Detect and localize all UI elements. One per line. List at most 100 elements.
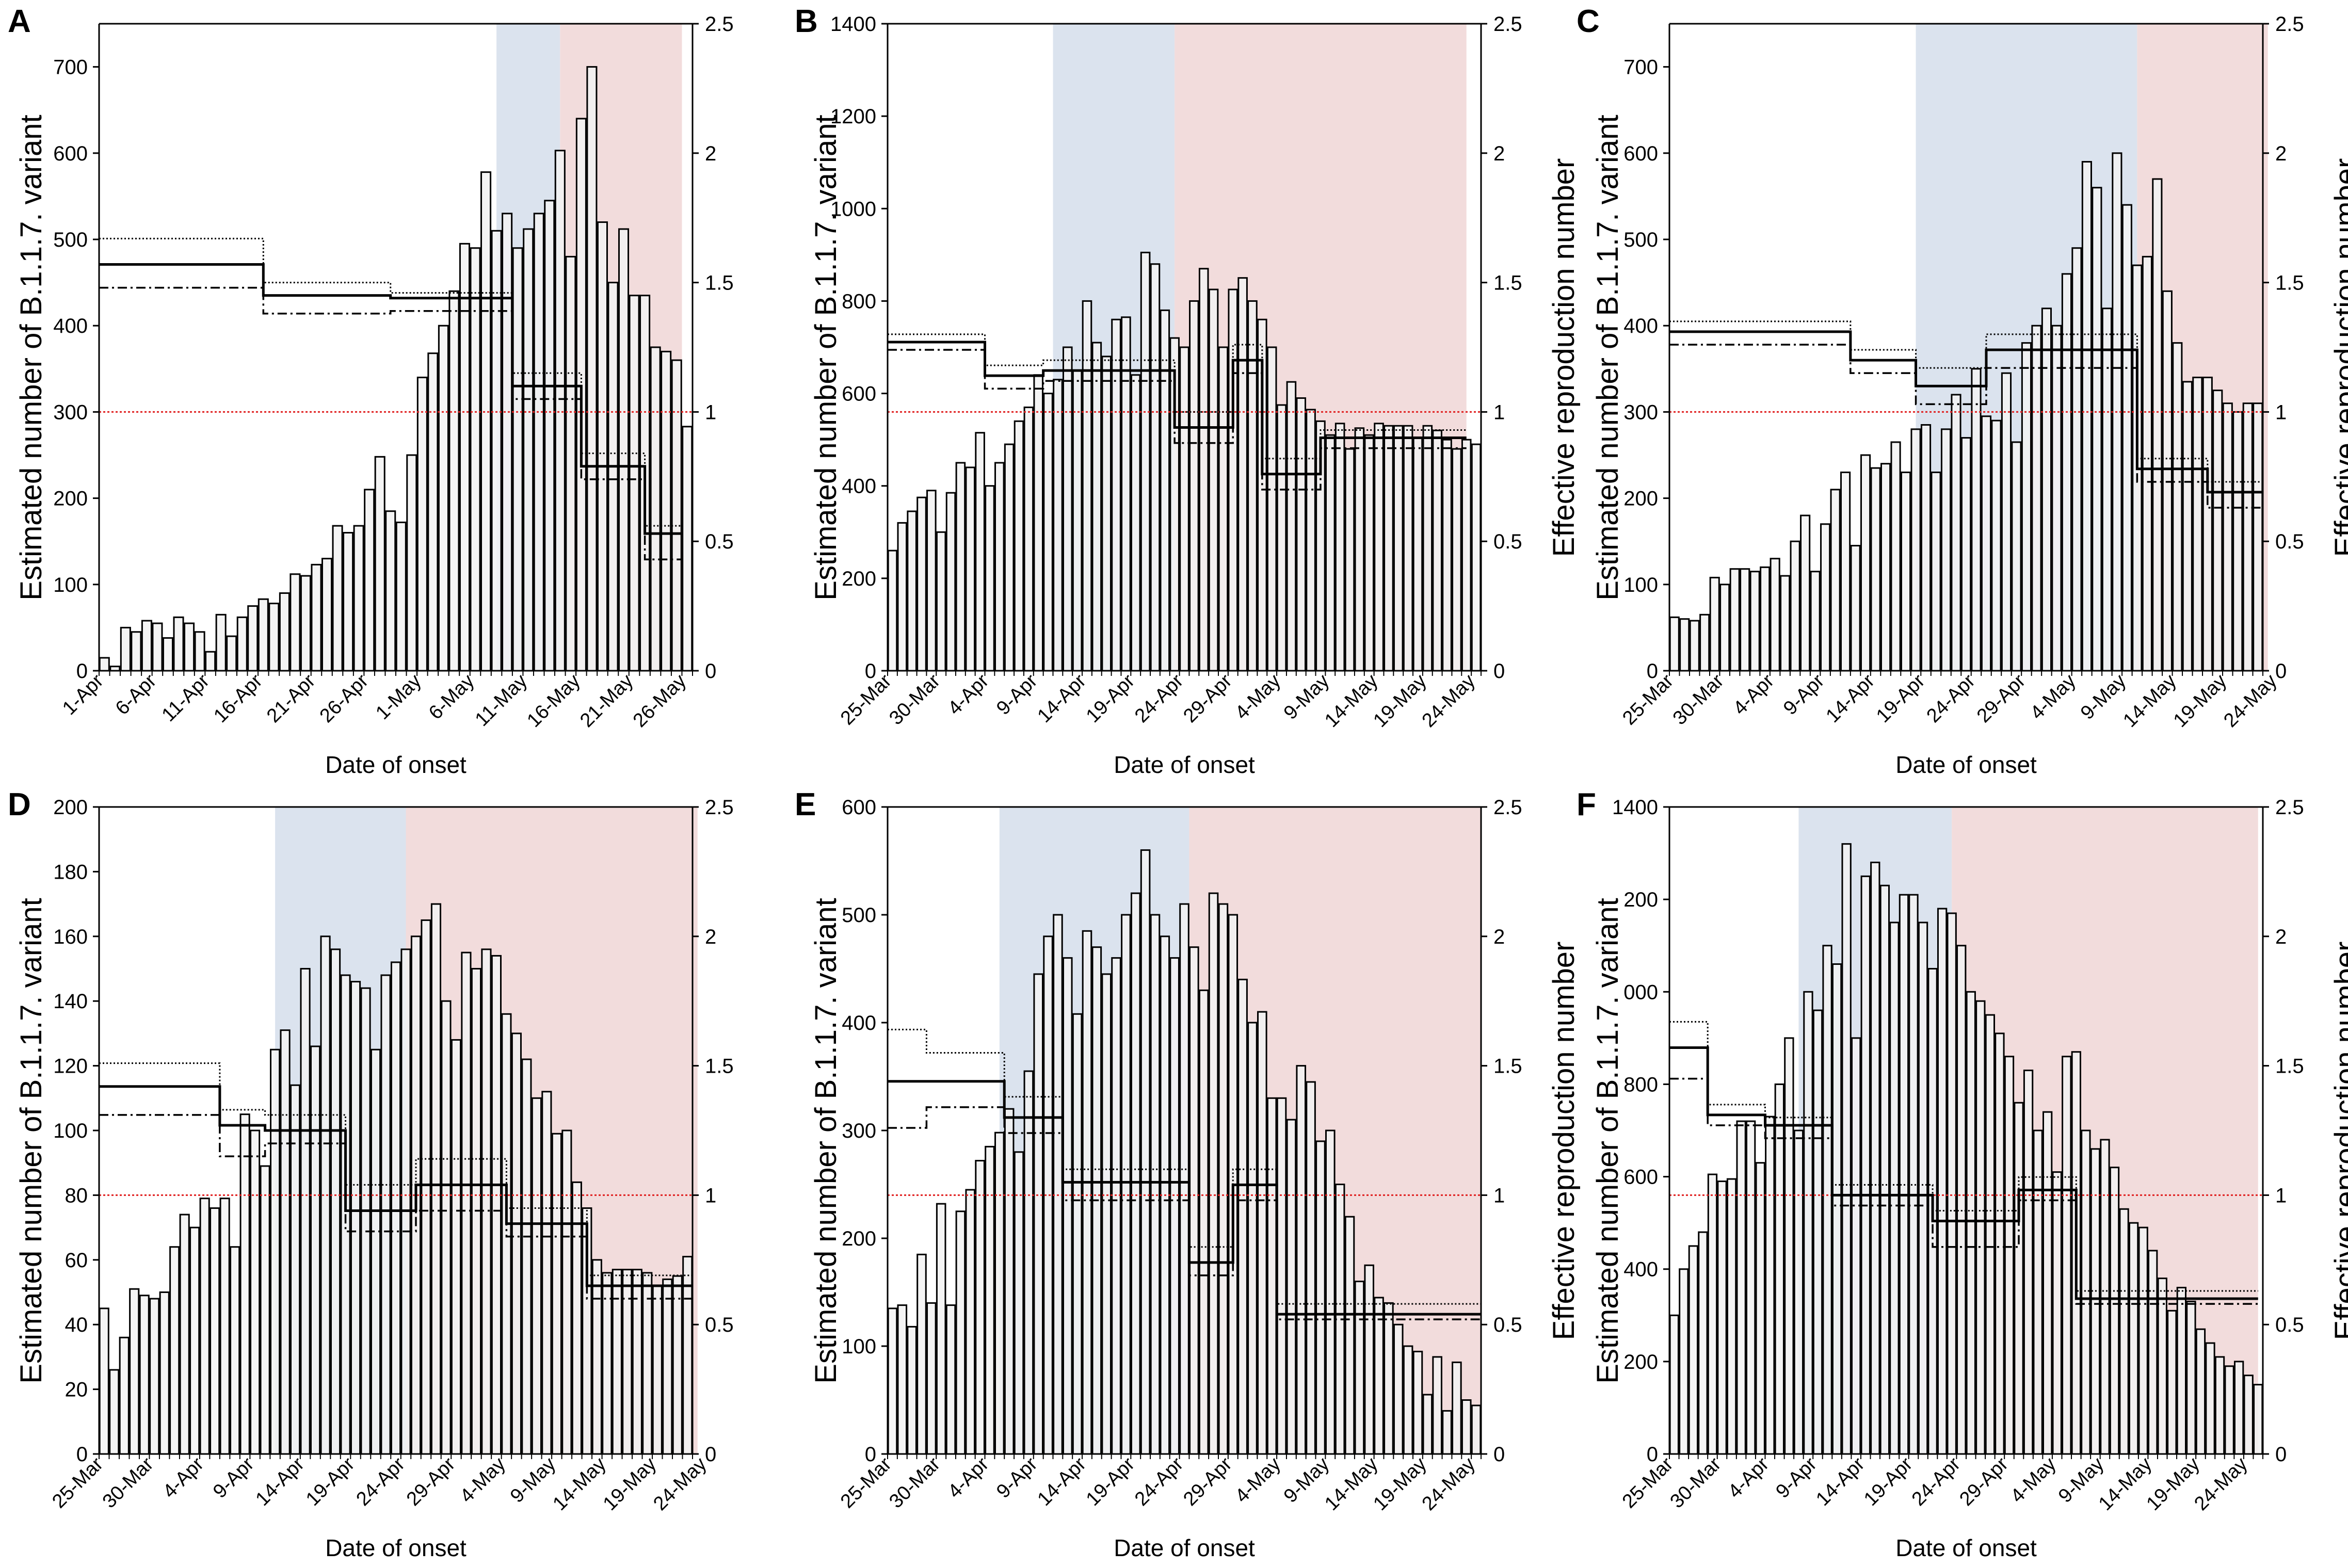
bar-B-10 (985, 485, 995, 672)
bar-E-9 (975, 1160, 985, 1455)
bar-D-17 (270, 1048, 281, 1455)
panel-label-F: F (1577, 787, 1596, 822)
bar-E-53 (1403, 1345, 1413, 1455)
bar-C-55 (2222, 402, 2233, 672)
bar-F-57 (2214, 1356, 2225, 1455)
bar-B-49 (1364, 434, 1374, 672)
bar-B-5 (936, 531, 946, 672)
bar-F-16 (1822, 945, 1832, 1455)
bar-B-14 (1023, 406, 1034, 672)
bar-A-16 (268, 603, 280, 672)
bar-B-34 (1218, 346, 1229, 672)
bar-C-34 (2011, 441, 2022, 672)
bar-C-56 (2232, 411, 2243, 672)
bar-C-17 (1840, 471, 1851, 672)
bar-A-28 (395, 521, 407, 672)
x-axis-title-A: Date of onset (325, 751, 467, 778)
bar-A-29 (406, 454, 417, 672)
y-axis-title-left-E: Estimated number of B.1.1.7. variant (809, 898, 843, 1383)
xtick-label-F-6: 24-Apr (1908, 1453, 1965, 1510)
bar-E-42 (1296, 1065, 1307, 1455)
bar-C-42 (2092, 187, 2102, 672)
bar-F-25 (1908, 894, 1919, 1455)
bar-B-19 (1072, 369, 1083, 672)
xtick-label-F-7: 29-Apr (1955, 1453, 2013, 1510)
bar-B-52 (1393, 425, 1404, 672)
bar-F-30 (1956, 945, 1967, 1455)
xtick-label-B-1: 30-Mar (885, 670, 944, 729)
bar-F-31 (1966, 991, 1976, 1455)
ytick-label-C-6: 600 (1623, 142, 1658, 165)
panel-label-B: B (795, 4, 818, 39)
ytick-label-F-1: 200 (1623, 1351, 1658, 1373)
bar-D-11 (210, 1207, 220, 1455)
rt-median-line-D (99, 1085, 693, 1287)
panel-C: C010020030040050060070000.511.522.525-Ma… (1577, 4, 2348, 778)
bar-A-22 (332, 525, 343, 672)
y2tick-label-E-3: 1.5 (1493, 1055, 1522, 1078)
bar-D-46 (561, 1129, 572, 1455)
bar-D-13 (230, 1246, 240, 1455)
bar-C-5 (1719, 584, 1730, 672)
bar-C-43 (2101, 308, 2112, 672)
bar-E-56 (1432, 1356, 1442, 1455)
bar-B-25 (1130, 374, 1141, 672)
ytick-label-C-7: 700 (1623, 56, 1658, 79)
xtick-label-A-8: 11-May (471, 670, 532, 731)
y-axis-title-right-F: Effective reproduction number (2329, 942, 2348, 1340)
bar-A-17 (279, 592, 290, 672)
xtick-label-F-11: 19-May (2142, 1453, 2204, 1515)
bar-F-43 (2081, 1129, 2091, 1455)
bar-E-7 (955, 1210, 966, 1455)
y2tick-label-F-3: 1.5 (2275, 1055, 2304, 1078)
y2tick-label-A-2: 1 (705, 401, 716, 424)
ytick-label-F-6: 200 (1623, 888, 1658, 911)
ytick-label-A-2: 200 (53, 488, 88, 510)
bar-C-2 (1689, 620, 1700, 672)
xtick-label-A-7: 6-May (425, 670, 478, 724)
bar-D-52 (622, 1269, 633, 1455)
bar-E-8 (965, 1189, 976, 1455)
bar-C-33 (2001, 372, 2012, 672)
bar-F-59 (2233, 1361, 2244, 1455)
panel-F: F0200400600800000200140000.511.522.525-M… (1577, 787, 2348, 1561)
bar-B-58 (1452, 448, 1462, 672)
bar-A-50 (629, 295, 640, 672)
bar-D-19 (290, 1084, 301, 1455)
bar-D-0 (99, 1307, 109, 1455)
bar-D-33 (430, 903, 442, 1455)
ytick-label-C-5: 500 (1623, 229, 1658, 251)
x-axis-title-C: Date of onset (1895, 751, 2037, 778)
rt-upper-line-F (1669, 1021, 2258, 1292)
xtick-label-A-6: 1-May (372, 670, 425, 724)
ytick-label-D-7: 140 (53, 990, 88, 1013)
bar-B-50 (1374, 423, 1384, 672)
bar-D-25 (350, 981, 361, 1455)
y2tick-label-C-5: 2.5 (2275, 13, 2304, 36)
bar-B-33 (1208, 288, 1219, 672)
bar-B-6 (945, 492, 956, 672)
ytick-label-C-2: 200 (1623, 488, 1658, 510)
y2tick-label-C-3: 1.5 (2275, 272, 2304, 295)
bar-C-45 (2121, 204, 2132, 672)
bar-D-41 (511, 1032, 522, 1455)
bar-B-40 (1276, 404, 1287, 672)
ytick-label-B-1: 200 (842, 568, 876, 590)
bar-A-10 (205, 651, 216, 672)
bar-F-24 (1899, 894, 1909, 1455)
xtick-label-E-7: 29-Apr (1179, 1453, 1236, 1510)
bar-C-24 (1910, 428, 1921, 672)
bar-F-14 (1803, 991, 1813, 1455)
bar-F-38 (2033, 1129, 2043, 1455)
ytick-label-A-7: 700 (53, 56, 88, 79)
bar-C-8 (1749, 571, 1760, 672)
bar-F-58 (2224, 1365, 2234, 1455)
bar-E-10 (985, 1145, 995, 1455)
bar-D-32 (421, 919, 431, 1455)
ytick-label-D-4: 80 (65, 1184, 88, 1207)
bar-C-25 (1920, 424, 1932, 672)
panel-label-E: E (795, 787, 816, 822)
bar-D-51 (612, 1269, 622, 1455)
bar-C-6 (1729, 568, 1740, 672)
